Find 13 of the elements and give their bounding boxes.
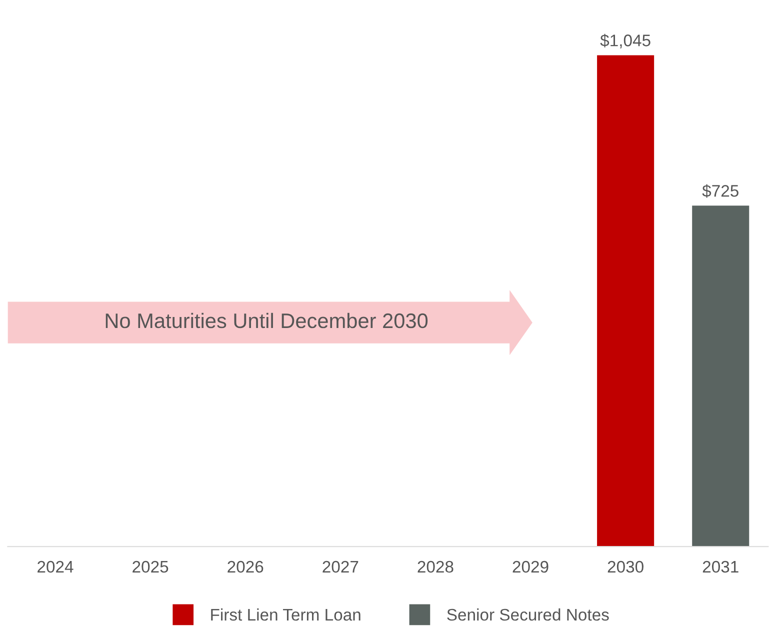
x-tick-label: 2029 <box>512 560 548 573</box>
x-tick-label: 2026 <box>228 560 264 573</box>
data-label: $1,045 <box>600 34 650 48</box>
x-tick-label: 2031 <box>702 560 738 573</box>
x-tick-label: 2027 <box>322 560 358 573</box>
x-tick-label: 2030 <box>608 560 644 573</box>
annotation: No Maturities Until December 2030 <box>106 312 428 328</box>
legend-label: First Lien Term Loan <box>211 608 360 621</box>
legend-label: Senior Secured Notes <box>447 608 609 621</box>
data-label: $725 <box>702 184 738 198</box>
x-tick-label: 2024 <box>38 560 74 573</box>
x-tick-label: 2025 <box>132 560 168 573</box>
x-tick-label: 2028 <box>418 560 454 573</box>
